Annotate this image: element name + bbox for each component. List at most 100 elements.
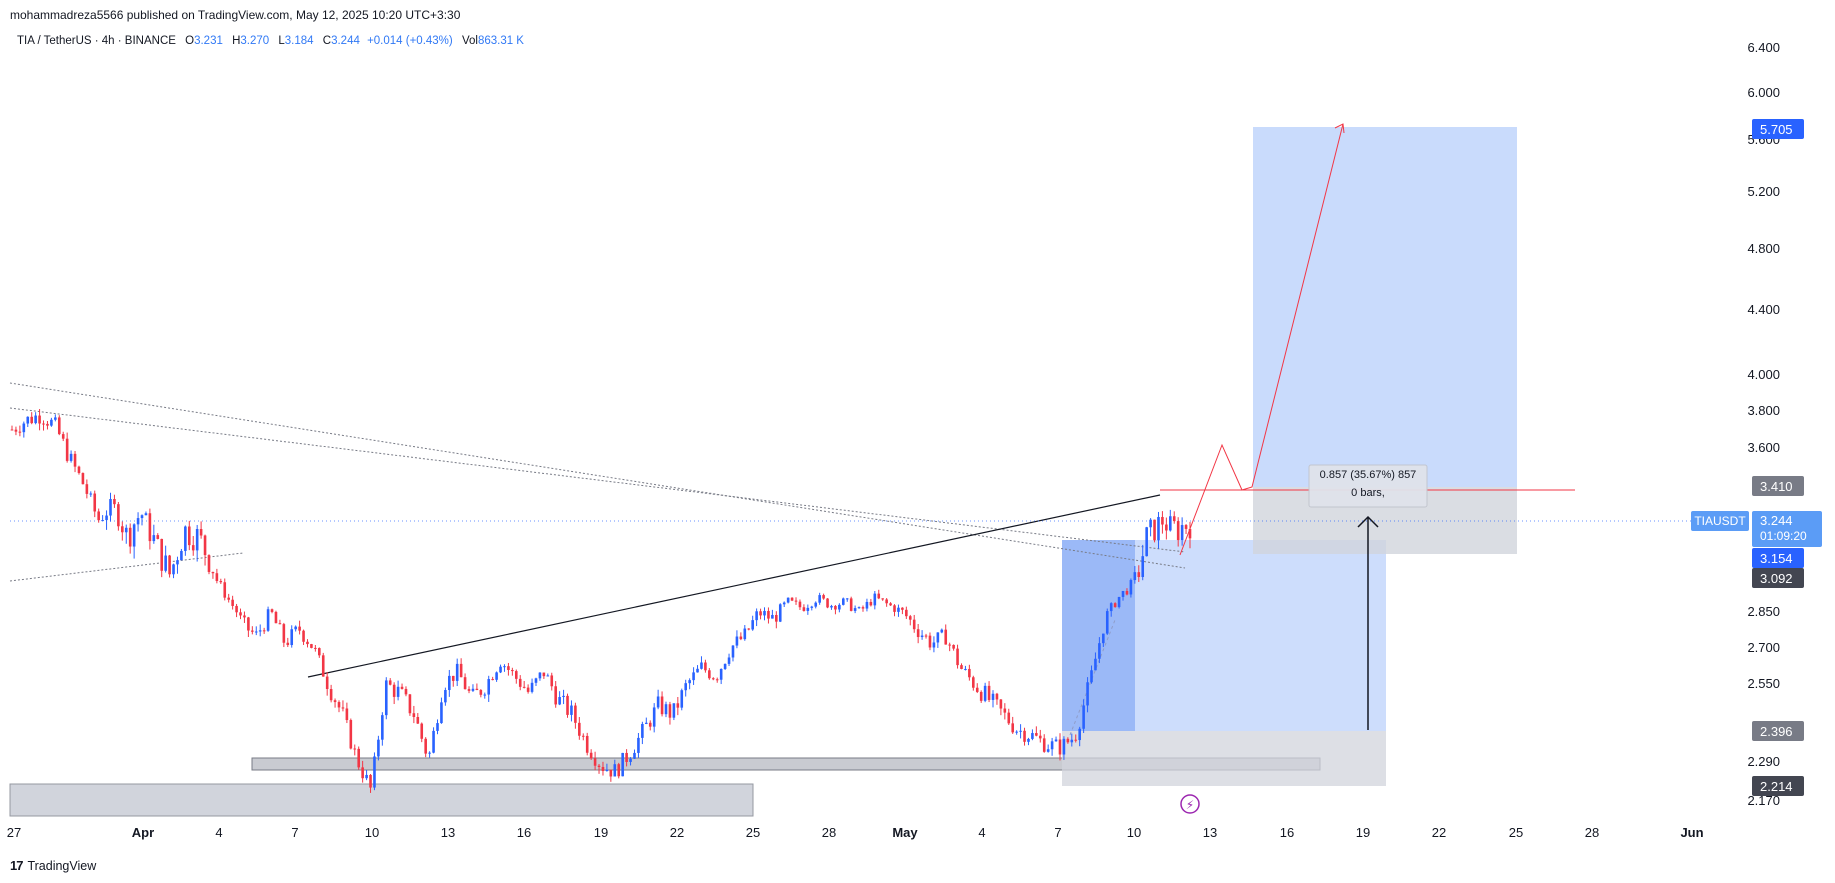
price-badge[interactable] bbox=[1752, 476, 1804, 496]
tradingview-logo-icon[interactable]: 17 bbox=[10, 858, 24, 873]
candle-body bbox=[357, 748, 361, 768]
candle-body bbox=[77, 466, 81, 474]
candle-body bbox=[719, 668, 723, 680]
candle-body bbox=[388, 680, 392, 685]
measure-text: 0.857 (35.67%) 857 bbox=[1320, 469, 1417, 481]
candle-body bbox=[361, 767, 364, 779]
candle-body bbox=[243, 615, 246, 618]
candle-body bbox=[877, 593, 881, 599]
candle-body bbox=[400, 686, 404, 689]
candle-body bbox=[310, 644, 313, 648]
candle-body bbox=[775, 614, 778, 622]
x-tick-label: 19 bbox=[594, 825, 608, 840]
candle-body bbox=[325, 676, 329, 690]
bar-countdown: 01:09:20 bbox=[1760, 529, 1807, 543]
y-tick-label: 2.700 bbox=[1747, 640, 1780, 655]
stop-zone-left[interactable] bbox=[1062, 731, 1386, 786]
candle-body bbox=[444, 690, 447, 703]
candle-body bbox=[715, 679, 719, 681]
candle-body bbox=[1161, 516, 1164, 525]
candle-body bbox=[463, 677, 467, 690]
event-icon[interactable] bbox=[1180, 794, 1200, 814]
candle-body bbox=[1090, 670, 1093, 683]
candle-body bbox=[763, 610, 766, 616]
candle-body bbox=[1133, 572, 1137, 581]
candle-body bbox=[897, 607, 900, 612]
price-badge[interactable] bbox=[1752, 548, 1804, 568]
candle-body bbox=[97, 511, 100, 521]
candle-body bbox=[538, 672, 542, 679]
candle-body bbox=[172, 564, 175, 575]
x-tick-label: 27 bbox=[7, 825, 21, 840]
price-badge-value: 3.092 bbox=[1760, 571, 1793, 586]
candle-body bbox=[1113, 603, 1117, 608]
candle-body bbox=[1184, 525, 1188, 529]
candle-body bbox=[286, 642, 290, 646]
candle-body bbox=[1169, 516, 1172, 531]
candle-body bbox=[834, 605, 837, 610]
candle-body bbox=[759, 611, 762, 616]
candle-body bbox=[195, 529, 199, 551]
candle-body bbox=[841, 598, 845, 605]
candle-body bbox=[609, 769, 613, 777]
candle-body bbox=[1062, 738, 1066, 755]
candle-body bbox=[274, 611, 278, 624]
profit-zone-right[interactable] bbox=[1253, 127, 1517, 487]
candle-body bbox=[113, 499, 116, 505]
candle-body bbox=[1176, 521, 1180, 541]
candle-body bbox=[873, 593, 877, 606]
price-badge[interactable] bbox=[1752, 721, 1804, 741]
candle-body bbox=[61, 434, 65, 439]
current-price-badge[interactable] bbox=[1752, 511, 1822, 547]
candle-body bbox=[822, 595, 825, 599]
candle-body bbox=[491, 679, 494, 681]
candle-body bbox=[1027, 738, 1030, 742]
candle-body bbox=[254, 631, 258, 633]
candle-body bbox=[432, 730, 435, 753]
candle-body bbox=[483, 694, 487, 696]
candle-body bbox=[46, 423, 49, 426]
candle-body bbox=[187, 526, 191, 546]
candle-body bbox=[518, 678, 522, 687]
y-tick-label: 4.800 bbox=[1747, 241, 1780, 256]
rising-trendline[interactable] bbox=[307, 494, 1161, 678]
candle-body bbox=[365, 774, 368, 779]
price-badge[interactable] bbox=[1752, 568, 1804, 588]
candle-body bbox=[672, 703, 676, 718]
projected-path[interactable] bbox=[1179, 123, 1344, 556]
price-axis[interactable]: 6.4006.0005.6005.2004.8004.4004.0003.800… bbox=[1747, 40, 1780, 808]
dotted-trendline-short[interactable] bbox=[9, 552, 244, 582]
candle-body bbox=[1188, 528, 1192, 539]
candle-body bbox=[176, 560, 179, 565]
candle-body bbox=[991, 693, 995, 700]
candle-body bbox=[648, 722, 652, 727]
dotted-trendline-middle[interactable] bbox=[9, 407, 1186, 553]
price-badge[interactable] bbox=[1752, 119, 1804, 139]
candle-body bbox=[1121, 591, 1125, 597]
candle-body bbox=[1125, 591, 1129, 595]
symbol-name[interactable]: TIA / TetherUS · 4h · BINANCE bbox=[17, 35, 176, 47]
candle-body bbox=[180, 550, 183, 561]
candle-body bbox=[124, 527, 128, 533]
time-axis[interactable]: 27 Apr 4 7 10 13 16 19 22 25 28 May 4 7 10 13 16 19 22 25 28… bbox=[7, 825, 1704, 840]
candle-body bbox=[814, 602, 818, 607]
price-badge[interactable] bbox=[1752, 776, 1804, 796]
candle-body bbox=[1050, 741, 1054, 750]
candle-body bbox=[1019, 730, 1022, 732]
measure-box[interactable] bbox=[1308, 464, 1428, 508]
support-zone-lower[interactable] bbox=[9, 783, 754, 817]
candle-body bbox=[50, 419, 53, 426]
candle-body bbox=[164, 555, 167, 571]
x-tick-label: 28 bbox=[1585, 825, 1599, 840]
candle-body bbox=[144, 513, 148, 516]
price-badge-value: 3.410 bbox=[1760, 479, 1793, 494]
candle-body bbox=[920, 635, 924, 638]
footer: 17 TradingView bbox=[10, 858, 96, 873]
candle-body bbox=[467, 689, 471, 691]
footer-brand[interactable]: TradingView bbox=[27, 858, 97, 873]
ticker-badge[interactable] bbox=[1691, 511, 1749, 531]
candle-body bbox=[396, 686, 400, 697]
candle-body bbox=[849, 598, 853, 611]
x-tick-label: Jun bbox=[1680, 825, 1703, 840]
